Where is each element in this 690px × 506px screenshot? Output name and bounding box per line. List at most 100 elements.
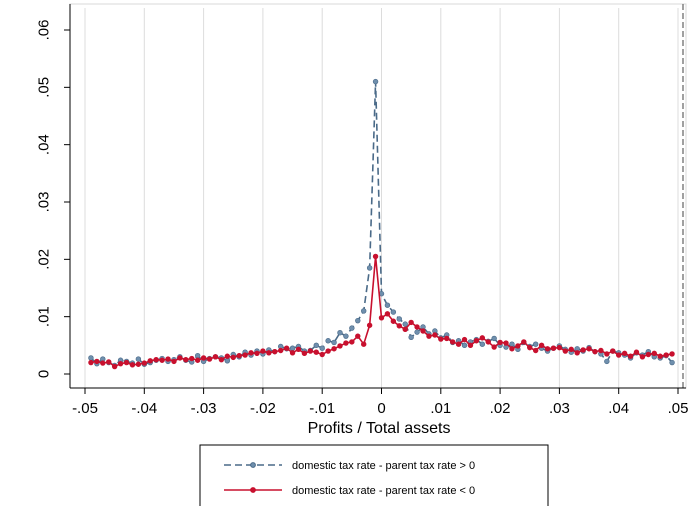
data-point xyxy=(88,355,94,361)
data-point xyxy=(444,335,450,342)
y-tick-label: .02 xyxy=(35,249,52,270)
data-point xyxy=(183,356,189,363)
data-point xyxy=(337,343,343,349)
data-point xyxy=(218,356,225,363)
data-point xyxy=(147,358,153,364)
data-point xyxy=(325,348,331,354)
data-point xyxy=(633,349,640,355)
data-point xyxy=(651,350,657,357)
data-point xyxy=(260,348,266,354)
data-point xyxy=(366,322,373,328)
data-point xyxy=(544,346,551,352)
data-point xyxy=(390,318,397,324)
data-point xyxy=(272,348,278,355)
data-point xyxy=(604,351,610,357)
data-point xyxy=(248,350,254,356)
y-tick-label: .01 xyxy=(35,306,52,327)
data-point xyxy=(337,330,343,336)
data-point xyxy=(408,319,414,326)
data-point xyxy=(212,354,219,360)
data-point xyxy=(289,345,296,351)
data-point xyxy=(313,349,319,355)
data-point xyxy=(550,345,557,351)
data-point xyxy=(610,348,616,354)
x-tick-label: .04 xyxy=(608,400,629,417)
legend-marker-negative xyxy=(250,487,256,493)
data-point xyxy=(343,333,349,339)
grid-layer xyxy=(84,8,679,388)
x-tick-label: -.01 xyxy=(309,400,335,417)
data-point xyxy=(432,332,438,338)
data-point xyxy=(384,302,391,308)
data-point xyxy=(141,360,148,366)
legend-label-negative: domestic tax rate - parent tax rate < 0 xyxy=(292,485,475,497)
data-point xyxy=(194,352,201,359)
legend-box xyxy=(199,444,549,506)
data-point xyxy=(515,343,521,349)
x-tick-label: -.05 xyxy=(72,400,98,417)
data-point xyxy=(301,350,308,357)
data-point xyxy=(242,352,248,358)
data-point xyxy=(604,358,610,365)
data-point xyxy=(491,344,497,350)
data-point xyxy=(384,311,391,317)
data-point xyxy=(289,350,296,356)
data-point xyxy=(319,351,325,358)
data-point xyxy=(598,347,604,354)
data-point xyxy=(497,339,503,346)
data-point xyxy=(461,342,468,349)
data-point xyxy=(100,360,106,366)
data-point xyxy=(503,340,509,346)
data-point xyxy=(135,361,142,367)
data-point xyxy=(343,340,349,346)
data-point xyxy=(349,339,355,345)
data-point xyxy=(556,344,563,351)
data-point xyxy=(414,329,420,335)
x-tick-label: .01 xyxy=(430,400,451,417)
data-point xyxy=(669,351,675,357)
data-point xyxy=(509,341,515,347)
data-point xyxy=(532,347,539,354)
x-tick-label: .02 xyxy=(490,400,511,417)
data-point xyxy=(153,356,159,363)
data-point xyxy=(123,359,130,366)
data-point xyxy=(206,356,213,362)
data-point xyxy=(313,342,319,349)
x-tick-label: .05 xyxy=(668,400,689,417)
data-point xyxy=(473,338,480,344)
series-1 xyxy=(88,253,675,370)
axis-layer xyxy=(69,4,686,389)
data-point xyxy=(171,358,177,365)
data-point xyxy=(438,336,444,342)
data-point xyxy=(568,346,574,353)
data-point xyxy=(467,342,474,349)
data-point xyxy=(669,359,675,366)
data-point xyxy=(254,350,260,357)
legend: domestic tax rate - parent tax rate > 0 … xyxy=(199,444,549,506)
data-point xyxy=(645,351,652,358)
data-point xyxy=(390,309,397,315)
series-layer xyxy=(88,78,675,370)
data-point xyxy=(402,321,408,327)
data-point xyxy=(355,333,361,339)
data-point xyxy=(295,346,302,353)
data-point xyxy=(521,339,527,345)
data-point xyxy=(621,350,628,357)
x-tick-label: -.03 xyxy=(191,400,217,417)
data-point xyxy=(408,334,414,341)
data-point xyxy=(657,353,663,359)
data-point xyxy=(94,358,100,365)
data-point xyxy=(586,346,592,352)
data-point xyxy=(527,344,533,351)
y-tick-label: 0 xyxy=(35,370,52,378)
data-point xyxy=(129,362,136,368)
data-point xyxy=(414,324,420,330)
data-point xyxy=(396,323,402,329)
data-point xyxy=(455,341,462,347)
data-point xyxy=(461,336,468,343)
x-tick-label: -.02 xyxy=(250,400,276,417)
x-ticks: -.05 -.04 -.03 -.02 -.01 0 .01 .02 .03 .04 .05 xyxy=(72,388,688,417)
data-point xyxy=(111,363,118,370)
data-point xyxy=(355,317,361,324)
